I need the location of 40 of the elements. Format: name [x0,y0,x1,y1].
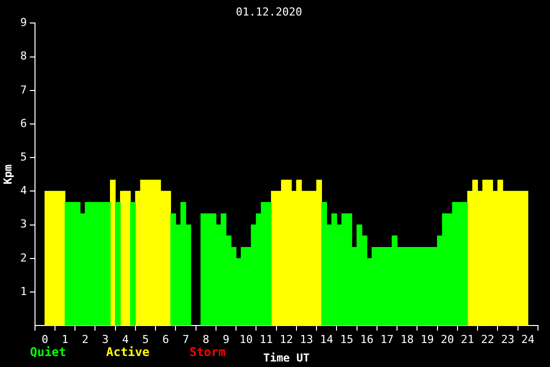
y-tick-label: 1 [20,284,27,298]
chart-title: 01.12.2020 [236,5,302,18]
x-tick-label: 4 [122,333,130,346]
x-tick-label: 24 [521,333,535,346]
y-tick-label: 2 [20,251,27,264]
x-tick-label: 21 [460,333,474,346]
y-tick-label: 6 [20,116,27,130]
x-tick-label: 5 [142,333,149,346]
x-tick-label: 19 [420,333,434,346]
series-label: Quiet [30,345,66,359]
x-tick-label: 18 [400,333,414,346]
x-tick-label: 20 [440,333,454,346]
series-label: Active [106,345,150,359]
x-axis-title: Time UT [263,351,310,364]
x-tick-label: 0 [42,333,48,346]
x-tick-label: 1 [62,333,68,346]
x-tick-label: 23 [501,333,514,346]
legend-label: Storm [189,345,226,359]
x-tick-label: 15 [340,333,354,346]
y-tick-label: 5 [20,150,27,164]
x-tick-label: 17 [380,333,394,346]
x-tick-label: 10 [240,333,253,346]
x-tick-label: 14 [320,333,334,346]
x-tick-label: 8 [202,333,210,346]
y-tick-label: 9 [20,16,27,30]
y-tick-label: 7 [20,83,27,96]
x-tick-label: 3 [102,333,109,346]
x-tick-label: 9 [222,333,230,346]
x-tick-label: 16 [360,333,374,346]
y-tick-label: 8 [20,50,27,63]
x-tick-label: 2 [82,333,88,346]
x-tick-label: 12 [280,333,294,346]
x-tick-label: 11 [260,333,273,346]
y-tick-label: 3 [20,218,27,231]
y-axis-title: Kpm [1,164,14,184]
x-tick-label: 6 [162,333,169,346]
x-tick-label: 22 [481,333,494,346]
y-tick-label: 4 [20,184,28,198]
x-tick-label: 7 [182,333,190,346]
x-tick-label: 13 [300,333,314,346]
